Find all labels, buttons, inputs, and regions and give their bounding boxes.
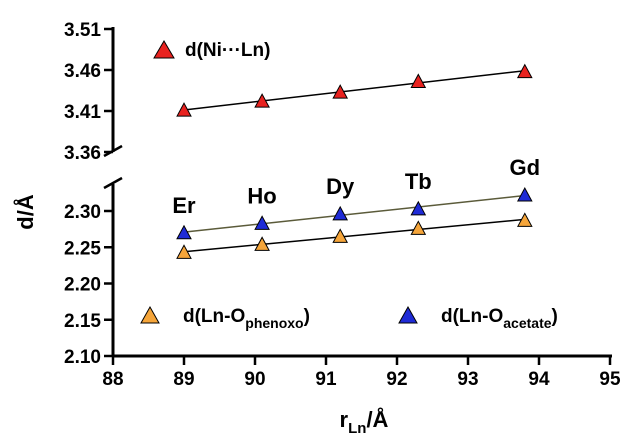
data-point-series-0 — [516, 63, 533, 79]
data-point-series-0 — [332, 84, 349, 99]
data-point-series-2 — [516, 186, 533, 202]
x-tick-label: 91 — [315, 369, 337, 390]
legend-label-acetate: d(Ln-Oacetate) — [441, 306, 558, 331]
y-tick-label: 3.36 — [64, 143, 101, 164]
legend-label-acetate-main: d(Ln-O — [441, 306, 503, 327]
legend-label-phenoxo-main: d(Ln-O — [183, 306, 245, 327]
lanthanide-label: Dy — [326, 174, 355, 199]
data-point-series-1 — [176, 244, 192, 259]
data-point-series-2 — [410, 200, 427, 216]
y-tick-label: 3.41 — [64, 102, 101, 123]
legend-label-acetate-tail: ) — [552, 306, 558, 327]
x-tick-label: 89 — [173, 369, 194, 390]
data-point-series-0 — [176, 102, 192, 117]
fit-lines — [183, 69, 525, 253]
x-tick-label: 88 — [102, 369, 123, 390]
axes: 88 89 90 91 92 93 94 95 3.36 3.41 3.46 3.51 2.10 2.15… — [64, 20, 621, 390]
data-point-series-0 — [410, 73, 427, 88]
data-point-series-2 — [332, 205, 349, 221]
y-axis-title: d/Å — [12, 194, 38, 230]
lanthanide-label: Tb — [405, 169, 432, 194]
x-axis-title: rLn/Å — [340, 406, 389, 435]
data-point-series-1 — [254, 236, 270, 251]
y-tick-label: 2.10 — [64, 347, 101, 368]
data-point-series-2 — [254, 215, 270, 230]
legend-marker-acetate — [398, 305, 418, 324]
lanthanide-label: Gd — [510, 155, 541, 180]
y-tick-label: 2.15 — [64, 311, 101, 332]
data-point-series-2 — [176, 224, 192, 240]
legend-marker-ni-ln — [153, 40, 175, 59]
fit-line-series-2 — [183, 194, 525, 233]
x-tick-label: 95 — [599, 369, 621, 390]
y-tick-label: 2.30 — [64, 202, 101, 223]
legend-marker-phenoxo — [140, 305, 160, 324]
y-tick-label: 3.46 — [64, 61, 101, 82]
legend-ni-ln: d(Ni···Ln) — [153, 40, 270, 61]
lanthanide-labels: Er Ho Dy Tb Gd — [172, 155, 540, 218]
data-point-series-1 — [332, 228, 349, 243]
x-axis-title-main: r — [340, 407, 349, 432]
x-axis-title-unit: /Å — [366, 406, 388, 432]
legend-phenoxo: d(Ln-Ophenoxo) — [140, 305, 310, 331]
legend-label-phenoxo-tail: ) — [304, 306, 310, 327]
legend-label-phenoxo: d(Ln-Ophenoxo) — [183, 306, 310, 331]
data-point-series-0 — [254, 93, 270, 108]
x-tick-label: 90 — [244, 369, 265, 390]
y-tick-label: 2.25 — [64, 238, 101, 259]
data-markers — [176, 63, 533, 259]
fit-line-series-0 — [183, 69, 525, 111]
x-tick-label: 92 — [386, 369, 407, 390]
legend-acetate: d(Ln-Oacetate) — [398, 305, 558, 331]
y-tick-label: 2.20 — [64, 275, 101, 296]
data-point-series-1 — [516, 212, 533, 227]
x-tick-label: 93 — [457, 369, 478, 390]
fit-line-series-1 — [183, 218, 525, 253]
y-tick-label: 3.51 — [64, 20, 101, 41]
legend-label-phenoxo-sub: phenoxo — [245, 315, 303, 331]
legend-label-acetate-sub: acetate — [503, 315, 551, 331]
lanthanide-label: Ho — [247, 183, 276, 208]
lanthanide-label: Er — [172, 193, 196, 218]
legend-label-ni-ln: d(Ni···Ln) — [185, 40, 270, 61]
data-point-series-1 — [410, 220, 427, 235]
x-axis-title-sub: Ln — [348, 420, 366, 435]
axis-break-mark-lower — [103, 176, 123, 190]
x-tick-label: 94 — [528, 369, 550, 390]
